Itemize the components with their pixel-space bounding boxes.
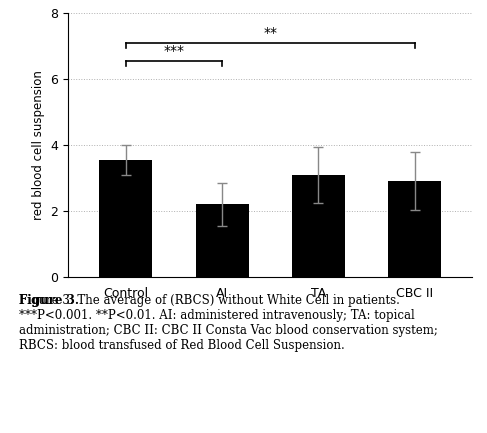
Text: **: ** [263, 26, 277, 40]
Y-axis label: red blood cell suspension: red blood cell suspension [32, 70, 45, 220]
Bar [292, 175, 345, 277]
Text: Figure 3. The average of (RBCS) without White Cell in patients. ***P<0.001. **P<: Figure 3. The average of (RBCS) without … [19, 294, 438, 352]
Bar [99, 160, 152, 277]
Text: ***: *** [164, 44, 185, 58]
Bar [388, 181, 441, 277]
Bar [196, 204, 249, 277]
Text: Figure 3.: Figure 3. [19, 294, 79, 307]
